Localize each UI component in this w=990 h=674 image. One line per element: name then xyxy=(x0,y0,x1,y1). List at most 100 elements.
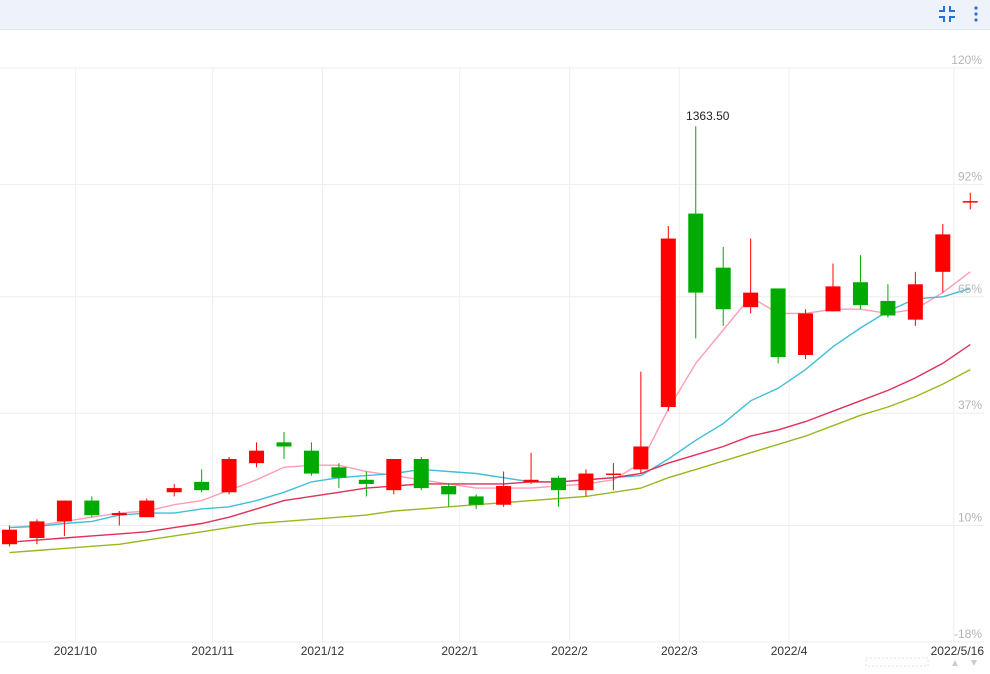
candle-body xyxy=(166,488,182,493)
candle-down xyxy=(84,496,100,518)
candle-up xyxy=(962,192,978,210)
candle-down xyxy=(331,463,347,489)
candle-up xyxy=(633,371,649,474)
candle-body xyxy=(633,446,649,470)
candle-up xyxy=(496,471,512,507)
axis-labels: 120% 92% 65% 37% 10% -18% 2021/10 2021/11 2021/1… xyxy=(54,53,985,658)
candle-up xyxy=(907,271,923,326)
candle-body xyxy=(715,267,731,310)
candle-body xyxy=(825,286,841,312)
candle-body xyxy=(551,477,566,491)
candle-up xyxy=(660,226,676,412)
x-tick-label: 2021/11 xyxy=(191,644,234,658)
candle-up xyxy=(578,469,594,497)
candle-down xyxy=(770,288,786,364)
candle-body xyxy=(907,284,923,320)
candle-body xyxy=(2,529,17,545)
candle-body xyxy=(249,450,265,464)
x-tick-label: 2022/1 xyxy=(441,644,478,658)
x-tick-label: 2021/10 xyxy=(54,644,98,658)
candle-down xyxy=(715,246,731,326)
candle-up xyxy=(111,510,127,526)
ma20-line xyxy=(9,344,971,543)
scroll-controls[interactable] xyxy=(865,657,977,667)
candle-body xyxy=(743,292,759,308)
candle-body xyxy=(221,458,237,493)
candle-up xyxy=(386,458,402,495)
candle-up xyxy=(743,238,759,314)
y-tick-label: 120% xyxy=(951,53,982,67)
candle-body xyxy=(578,473,594,491)
candle-body xyxy=(29,521,45,539)
candle-body xyxy=(468,496,484,505)
x-tick-label: 2022/5/16 xyxy=(931,644,985,658)
x-tick-label: 2022/4 xyxy=(771,644,808,658)
candle-body xyxy=(605,473,621,476)
candle-body xyxy=(276,442,292,447)
candle-body xyxy=(962,201,978,203)
x-tick-label: 2021/12 xyxy=(301,644,345,658)
candle-down xyxy=(413,456,429,491)
candles xyxy=(2,126,978,547)
candle-body xyxy=(523,479,539,482)
candle-up xyxy=(798,309,814,360)
candle-body xyxy=(194,481,210,491)
candle-body xyxy=(303,450,319,474)
candle-body xyxy=(441,486,457,495)
candle-up xyxy=(2,525,17,547)
candle-up xyxy=(605,463,621,491)
candle-up xyxy=(221,456,237,495)
candle-down xyxy=(468,494,484,509)
candle-body xyxy=(386,458,402,491)
candle-down xyxy=(303,442,319,476)
x-tick-label: 2022/3 xyxy=(661,644,698,658)
candle-body xyxy=(496,486,512,505)
candle-up xyxy=(166,483,182,497)
candle-body xyxy=(56,500,72,522)
candle-down xyxy=(276,431,292,459)
candle-down xyxy=(441,483,457,507)
candle-up xyxy=(139,498,155,518)
candle-body xyxy=(770,288,786,358)
y-tick-label: 92% xyxy=(958,169,982,183)
x-tick-label: 2022/2 xyxy=(551,644,588,658)
candle-down xyxy=(551,475,566,507)
candle-up xyxy=(825,263,841,312)
candle-body xyxy=(660,238,676,407)
candle-up xyxy=(523,452,539,484)
y-tick-label: 65% xyxy=(958,282,982,296)
candle-body xyxy=(139,500,155,518)
candle-body xyxy=(84,500,100,516)
candle-down xyxy=(852,255,868,310)
scroll-up-icon[interactable] xyxy=(952,660,958,666)
y-tick-label: 10% xyxy=(958,511,982,525)
collapse-icon[interactable] xyxy=(936,3,958,25)
scroll-down-icon[interactable] xyxy=(971,660,977,666)
candle-body xyxy=(111,513,127,516)
candle-down xyxy=(880,284,896,318)
scroll-track[interactable] xyxy=(865,657,929,667)
peak-value-label: 1363.50 xyxy=(686,109,730,123)
more-vertical-icon[interactable] xyxy=(965,3,987,25)
candle-up xyxy=(935,223,951,293)
candle-body xyxy=(688,213,704,293)
y-tick-label: 37% xyxy=(958,398,982,412)
candle-body xyxy=(935,234,951,272)
candle-body xyxy=(880,300,896,316)
y-tick-label: -18% xyxy=(954,627,982,641)
chart-toolbar xyxy=(0,0,990,30)
moving-average-lines xyxy=(9,271,971,554)
candle-down xyxy=(358,471,374,497)
candle-body xyxy=(798,313,814,355)
ma5-line xyxy=(9,271,971,529)
candle-up xyxy=(29,519,45,545)
candlestick-chart: 120% 92% 65% 37% 10% -18% 2021/10 2021/11 2021/1… xyxy=(0,53,985,667)
candle-body xyxy=(331,467,347,478)
grid xyxy=(0,67,984,643)
candle-body xyxy=(358,479,374,484)
candle-up xyxy=(249,442,265,468)
ma30-line xyxy=(9,368,971,554)
candle-body xyxy=(413,458,429,489)
candle-down xyxy=(194,469,210,493)
candle-up xyxy=(56,500,72,536)
